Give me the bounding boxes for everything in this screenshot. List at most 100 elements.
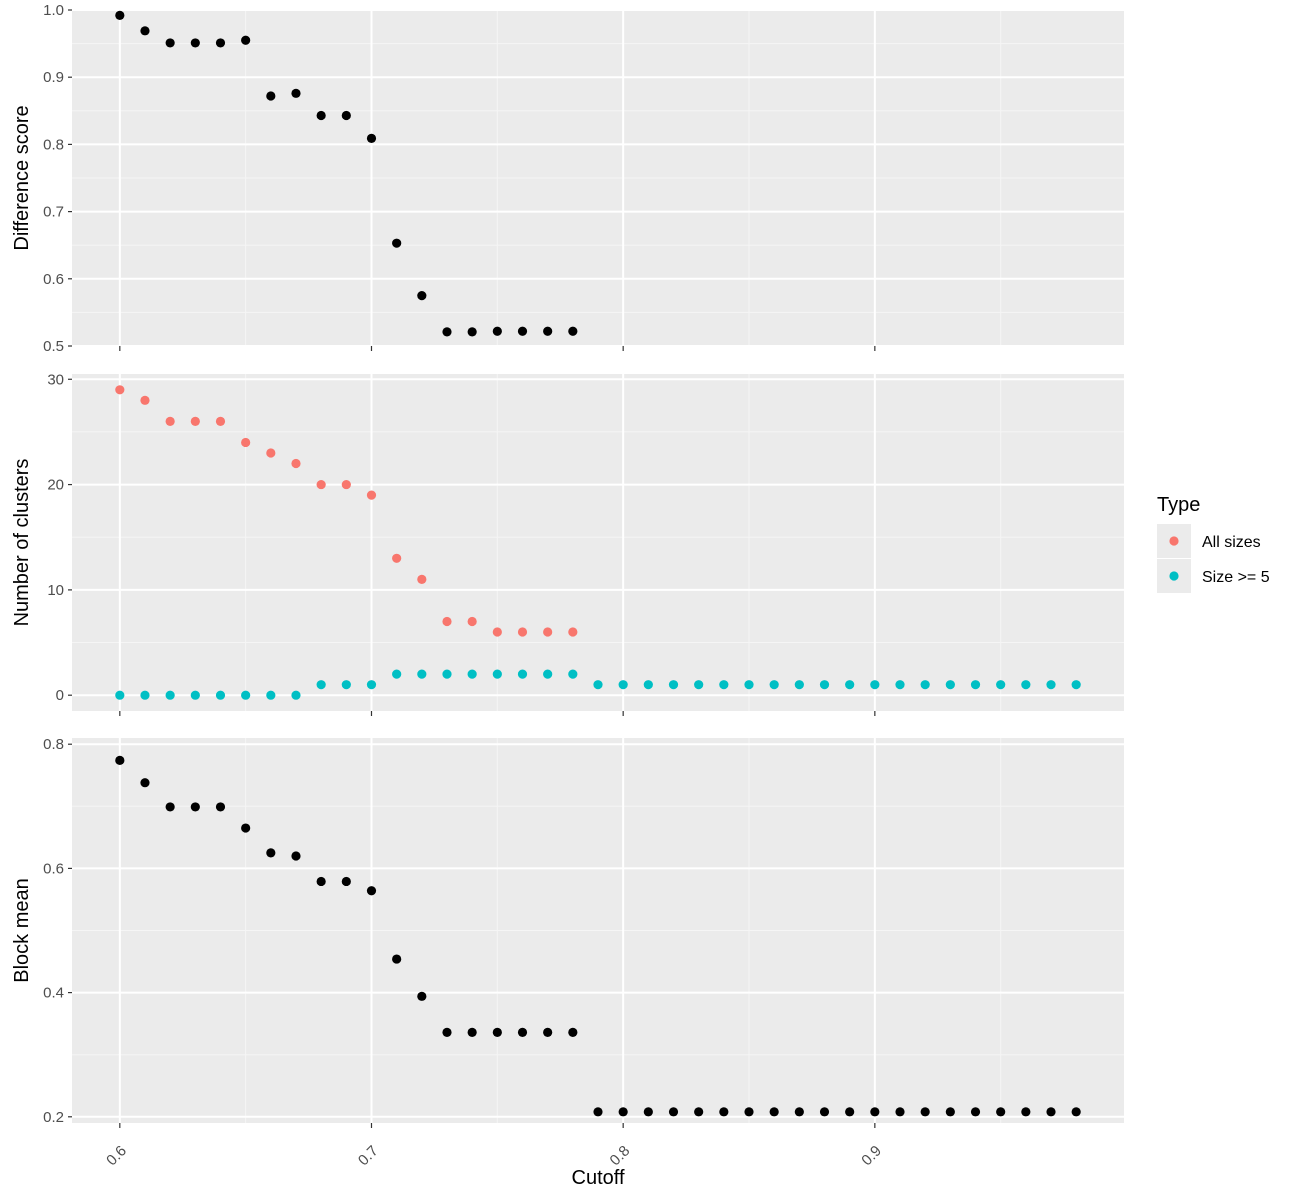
data-point [215,690,226,700]
legend-item: Size >= 5 [1157,559,1270,593]
legend-label: All sizes [1202,534,1261,551]
data-point [1046,1107,1056,1117]
data-point [140,690,150,700]
data-point [744,680,754,690]
data-point [341,110,351,121]
data-point [920,1107,930,1117]
data-point [442,669,452,679]
data-point [945,1107,955,1117]
x-tick-label: 0.7 [355,1142,382,1169]
data-point [618,1107,628,1117]
legend-swatch [1169,536,1179,546]
data-point [996,1107,1006,1117]
data-point [1071,680,1081,690]
data-point [115,385,125,395]
data-point [819,1107,830,1117]
data-point [467,616,477,627]
data-point [945,680,955,690]
data-point [769,1107,779,1117]
data-point [165,38,175,48]
data-point [266,448,276,458]
data-point [266,690,276,700]
data-point [417,669,427,679]
data-point [241,35,251,45]
y-tick-label: 1.0 [43,2,64,19]
y-axis-title: Difference score [11,105,33,250]
data-point [215,802,226,812]
data-point [744,1107,754,1117]
data-point [366,490,377,500]
x-tick-label: 0.6 [103,1142,130,1169]
data-point [568,326,578,336]
data-point [140,395,150,405]
data-point [593,680,603,690]
series-size-5 [115,669,1081,700]
data-point [618,680,628,690]
x-axis-title: Cutoff [572,1167,625,1189]
y-tick-label: 0.6 [43,271,64,288]
data-point [668,1107,679,1117]
data-point [1046,680,1056,690]
data-point [895,680,905,690]
data-point [190,38,200,48]
data-point [140,26,150,36]
panel-block-mean: 0.2 0.4 0.6 0.8 Block mean [11,736,1124,1128]
panel-difference-score: 0.5 0.6 0.7 0.8 0.9 1.0 Difference score [11,2,1124,355]
panels: 0.5 0.6 0.7 0.8 0.9 1.0 Difference score 0 10 20 3… [11,2,1124,1128]
data-point [543,669,553,679]
data-point [694,680,704,690]
y-tick-label: 0.8 [43,736,64,753]
y-tick-label: 30 [47,371,64,388]
data-point [341,876,351,887]
data-point [140,778,150,788]
series-points [115,10,578,337]
data-point [291,458,301,469]
x-axis: 0.6 0.7 0.8 0.9 [103,1142,885,1169]
data-point [467,669,477,679]
y-tick-label: 20 [47,477,64,494]
data-point [165,690,175,700]
x-tick-label: 0.8 [607,1142,634,1169]
data-point [593,1107,603,1117]
data-point [492,1027,502,1037]
y-tick-label: 0.8 [43,136,64,153]
data-point [417,991,427,1001]
data-point [543,1027,553,1037]
data-point [190,802,200,812]
y-tick-label: 10 [47,582,64,599]
y-tick-label: 0 [56,687,64,704]
data-point [266,91,276,101]
data-point [719,1107,729,1117]
data-point [845,680,855,690]
data-point [517,627,528,637]
data-point [694,1107,704,1117]
data-point [392,238,402,248]
data-point [417,291,427,301]
data-point [895,1107,905,1117]
legend: Type All sizes Size >= 5 [1157,494,1270,593]
data-point [442,327,452,337]
data-point [794,1107,804,1117]
data-point [392,954,402,964]
data-point [341,680,351,690]
data-point [870,1107,880,1117]
data-point [442,1027,452,1037]
data-point [266,848,276,858]
data-point [190,690,200,700]
data-point [467,327,477,337]
y-tick-label: 0.9 [43,69,64,86]
series-all-sizes [115,385,578,637]
data-point [769,680,779,690]
data-point [392,669,402,679]
data-point [316,876,326,887]
data-point [215,38,226,48]
data-point [568,1027,578,1037]
data-point [215,416,226,426]
data-point [1071,1107,1081,1117]
data-point [291,690,301,700]
data-point [366,886,377,896]
data-point [366,133,377,143]
data-point [442,616,452,627]
data-point [115,10,125,20]
